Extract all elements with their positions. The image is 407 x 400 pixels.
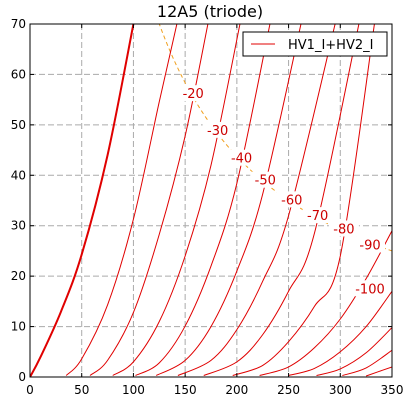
plate-curve	[89, 24, 209, 376]
legend-entry-label: HV1_I+HV2_I	[288, 38, 373, 53]
plot-frame	[29, 23, 393, 378]
curve-label: -100	[355, 282, 385, 297]
curve-label: -30	[207, 124, 228, 139]
curve-label: -90	[359, 239, 380, 254]
legend: HV1_I+HV2_I	[242, 31, 388, 57]
x-tick-label: 100	[122, 383, 145, 397]
axis-ticks: 0 50 100 150 200 250 300 350 0 10 20 30 40 50 60 70	[11, 17, 404, 397]
plate-curve	[288, 290, 392, 376]
curve-label-background	[250, 171, 281, 188]
plate-curve	[30, 24, 135, 377]
plate-curve	[135, 24, 271, 376]
curve-label: -60	[281, 193, 302, 208]
plate-curve	[65, 24, 178, 376]
x-tick-label: 0	[26, 383, 34, 397]
curve-label-background	[178, 85, 209, 102]
curve-label: -50	[255, 174, 276, 189]
x-tick-label: 250	[277, 383, 300, 397]
y-tick-label: 20	[11, 269, 26, 283]
curve-label-background	[276, 191, 307, 208]
curve-label-background	[302, 207, 333, 224]
plate-curve	[259, 230, 392, 376]
curve-label-background	[202, 121, 233, 138]
plate-curve	[177, 24, 336, 376]
y-tick-label: 50	[11, 118, 26, 132]
plate-curve	[316, 327, 392, 376]
curve-label-background	[328, 220, 359, 237]
y-tick-label: 30	[11, 219, 26, 233]
x-tick-label: 50	[74, 383, 89, 397]
curve-label: -20	[183, 87, 204, 102]
x-tick-label: 350	[381, 383, 404, 397]
y-tick-label: 70	[11, 17, 26, 31]
plate-curve	[112, 24, 241, 376]
y-tick-label: 10	[11, 320, 26, 334]
curve-label-background	[355, 236, 385, 253]
chart-title: 12A5 (triode)	[157, 2, 263, 21]
curve-label-background	[355, 280, 385, 297]
plate-curve	[232, 24, 375, 376]
x-tick-label: 150	[174, 383, 197, 397]
curve-label-background	[226, 149, 257, 166]
x-tick-label: 200	[225, 383, 248, 397]
y-tick-label: 40	[11, 168, 26, 182]
plate-curves	[30, 24, 392, 377]
y-tick-label: 60	[11, 67, 26, 81]
plate-curve	[203, 24, 360, 376]
y-tick-label: 0	[18, 370, 26, 384]
x-tick-label: 300	[329, 383, 352, 397]
plate-curve	[342, 349, 392, 376]
plate-curve	[365, 366, 392, 377]
curve-label: -80	[333, 222, 354, 237]
curve-label: -40	[231, 152, 252, 167]
plate-curve	[155, 24, 302, 376]
curve-labels: -20 -30-40-50 -60 -70 -80 -90 -100	[178, 85, 385, 297]
curve-label: -70	[307, 209, 328, 224]
